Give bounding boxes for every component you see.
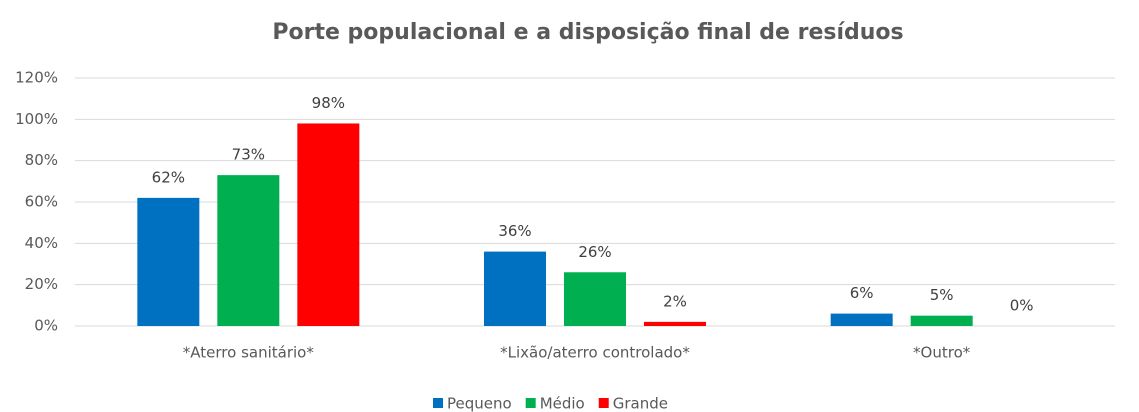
bar (830, 313, 893, 326)
y-tick-label: 20% (25, 275, 58, 293)
y-tick-label: 100% (15, 110, 58, 128)
data-label: 73% (232, 146, 265, 164)
legend-label: Grande (613, 395, 668, 412)
legend-label: Pequeno (447, 395, 512, 412)
y-tick-label: 120% (15, 69, 58, 87)
data-label: 36% (498, 222, 531, 240)
data-label: 62% (152, 168, 185, 186)
bar (564, 272, 626, 326)
x-tick-label: *Outro* (913, 344, 971, 362)
bar (484, 251, 546, 326)
y-tick-label: 0% (34, 317, 58, 335)
chart-title: Porte populacional e a disposição final … (272, 20, 903, 45)
y-tick-label: 80% (25, 151, 58, 169)
legend-label: Médio (540, 395, 585, 412)
legend-swatch (433, 398, 443, 408)
bar (297, 123, 360, 326)
bar (217, 175, 280, 326)
data-label: 2% (663, 292, 687, 310)
data-label: 98% (312, 94, 345, 112)
bar (644, 321, 706, 326)
x-tick-label: *Lixão/aterro controlado* (500, 344, 690, 362)
legend-swatch (525, 398, 536, 408)
x-tick-label: *Aterro sanitário* (183, 344, 315, 362)
bar (910, 315, 973, 326)
data-label: 26% (578, 243, 611, 261)
legend-swatch (598, 398, 609, 408)
bar (137, 197, 200, 326)
y-tick-label: 40% (25, 234, 58, 252)
y-tick-label: 60% (25, 193, 58, 211)
data-label: 6% (850, 284, 874, 302)
data-label: 5% (930, 286, 954, 304)
data-label: 0% (1010, 297, 1034, 315)
